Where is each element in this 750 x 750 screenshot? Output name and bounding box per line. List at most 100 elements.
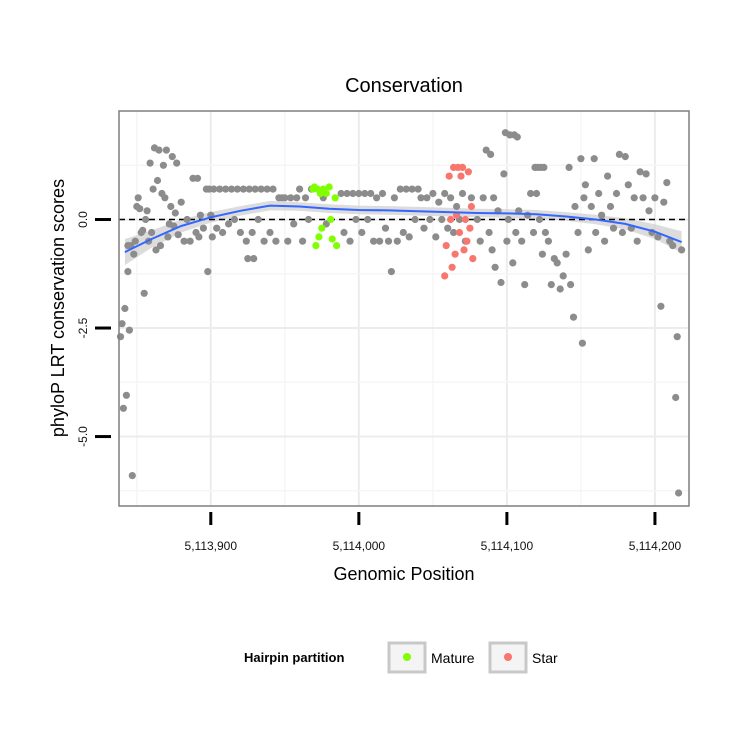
data-point-other [547, 281, 555, 289]
data-point-other [580, 194, 588, 202]
data-point-other [535, 215, 544, 224]
data-point-other [438, 215, 446, 224]
data-point-other [482, 146, 490, 154]
data-point-other [524, 211, 532, 219]
data-point-other [458, 189, 467, 198]
data-point-other [121, 304, 129, 313]
data-point-other [225, 220, 233, 228]
data-point-star [467, 202, 475, 211]
data-point-mature [327, 215, 335, 224]
data-point-other [595, 189, 603, 198]
data-point-other [161, 194, 169, 202]
data-point-other [420, 224, 428, 232]
data-point-other [361, 189, 369, 198]
data-point-other [490, 194, 498, 202]
data-point-other [503, 237, 511, 245]
data-point-other [447, 194, 455, 202]
data-point-other [423, 194, 431, 202]
data-point-other [284, 237, 292, 245]
data-point-other [414, 185, 422, 193]
data-point-other [429, 189, 437, 198]
data-point-other [636, 168, 644, 176]
data-point-other [174, 231, 182, 239]
data-point-other [601, 237, 609, 245]
data-point-other [116, 333, 125, 341]
data-point-other [180, 237, 188, 245]
data-point-star [466, 224, 474, 232]
data-point-other [248, 228, 256, 237]
data-point-other [287, 194, 295, 202]
data-point-other [408, 185, 416, 193]
data-point-other [236, 228, 244, 237]
data-point-other [393, 237, 401, 245]
data-point-star [457, 172, 465, 180]
data-point-other [532, 189, 541, 198]
legend-item-mature: Mature [387, 641, 475, 674]
data-point-other [148, 228, 156, 237]
data-point-other [251, 185, 259, 193]
plot-background [119, 111, 689, 506]
data-point-other [587, 202, 595, 211]
data-point-other [669, 242, 677, 250]
data-point-other [441, 189, 449, 198]
plot-panel [116, 110, 690, 507]
data-point-other [213, 224, 221, 232]
data-point-mature [331, 194, 339, 202]
data-point-star [464, 168, 472, 176]
data-point-other [384, 237, 393, 245]
data-point-other [244, 255, 252, 263]
y-tick-label: -2.5 [76, 317, 90, 338]
data-point-other [630, 194, 638, 202]
data-point-other [128, 472, 136, 480]
data-point-other [512, 228, 520, 237]
data-point-other [618, 228, 627, 237]
data-point-other [196, 211, 204, 219]
data-point-other [527, 189, 535, 198]
data-point-other [571, 202, 579, 211]
data-point-other [598, 211, 606, 219]
data-point-star [463, 237, 471, 245]
legend-item-star: Star [488, 641, 558, 674]
x-tick-label: 5,114,200 [629, 539, 682, 553]
data-point-other [450, 228, 458, 237]
data-point-other [654, 233, 662, 241]
data-point-other [346, 237, 354, 245]
data-point-other [435, 198, 443, 206]
data-point-other [577, 155, 585, 163]
data-point-other [177, 198, 185, 206]
data-point-other [173, 159, 181, 167]
data-point-mature [325, 183, 333, 191]
data-point-other [609, 224, 618, 232]
data-point-other [162, 146, 170, 154]
data-point-other [183, 215, 191, 224]
data-point-other [565, 163, 573, 171]
data-point-other [124, 268, 132, 276]
data-point-other [621, 153, 629, 161]
data-point-mature [328, 235, 336, 243]
data-point-star [460, 246, 468, 254]
data-point-other [140, 289, 148, 297]
data-point-other [337, 189, 345, 198]
data-point-other [624, 181, 632, 189]
data-point-star [448, 263, 456, 271]
data-point-other [272, 237, 280, 245]
data-point-other [396, 185, 404, 193]
data-point-other [639, 194, 647, 202]
data-point-mature [312, 242, 320, 250]
data-point-other [444, 224, 452, 232]
data-point-star [458, 163, 467, 171]
data-point-other [142, 215, 150, 224]
data-point-other [584, 246, 592, 254]
data-point-other [299, 237, 307, 245]
data-point-other [230, 215, 239, 224]
data-point-other [491, 263, 499, 271]
data-point-other [402, 185, 410, 193]
data-point-other [426, 215, 434, 224]
data-point-other [381, 224, 390, 232]
y-tick-label: -5.0 [76, 426, 90, 447]
data-point-other [509, 259, 517, 267]
data-point-other [167, 202, 175, 211]
data-point-other [488, 246, 496, 254]
x-tick-label: 5,113,900 [185, 539, 238, 553]
